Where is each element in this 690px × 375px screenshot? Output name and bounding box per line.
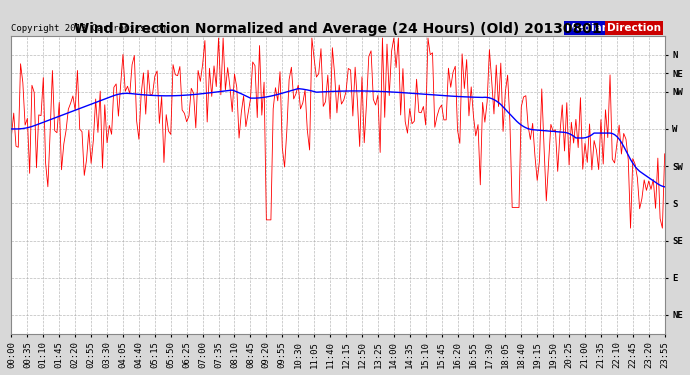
Text: Copyright 2013 Cartronics.com: Copyright 2013 Cartronics.com — [12, 24, 167, 33]
Text: Median: Median — [566, 23, 609, 33]
Text: Direction: Direction — [607, 23, 662, 33]
Title: Wind Direction Normalized and Average (24 Hours) (Old) 20130801: Wind Direction Normalized and Average (2… — [75, 22, 602, 36]
